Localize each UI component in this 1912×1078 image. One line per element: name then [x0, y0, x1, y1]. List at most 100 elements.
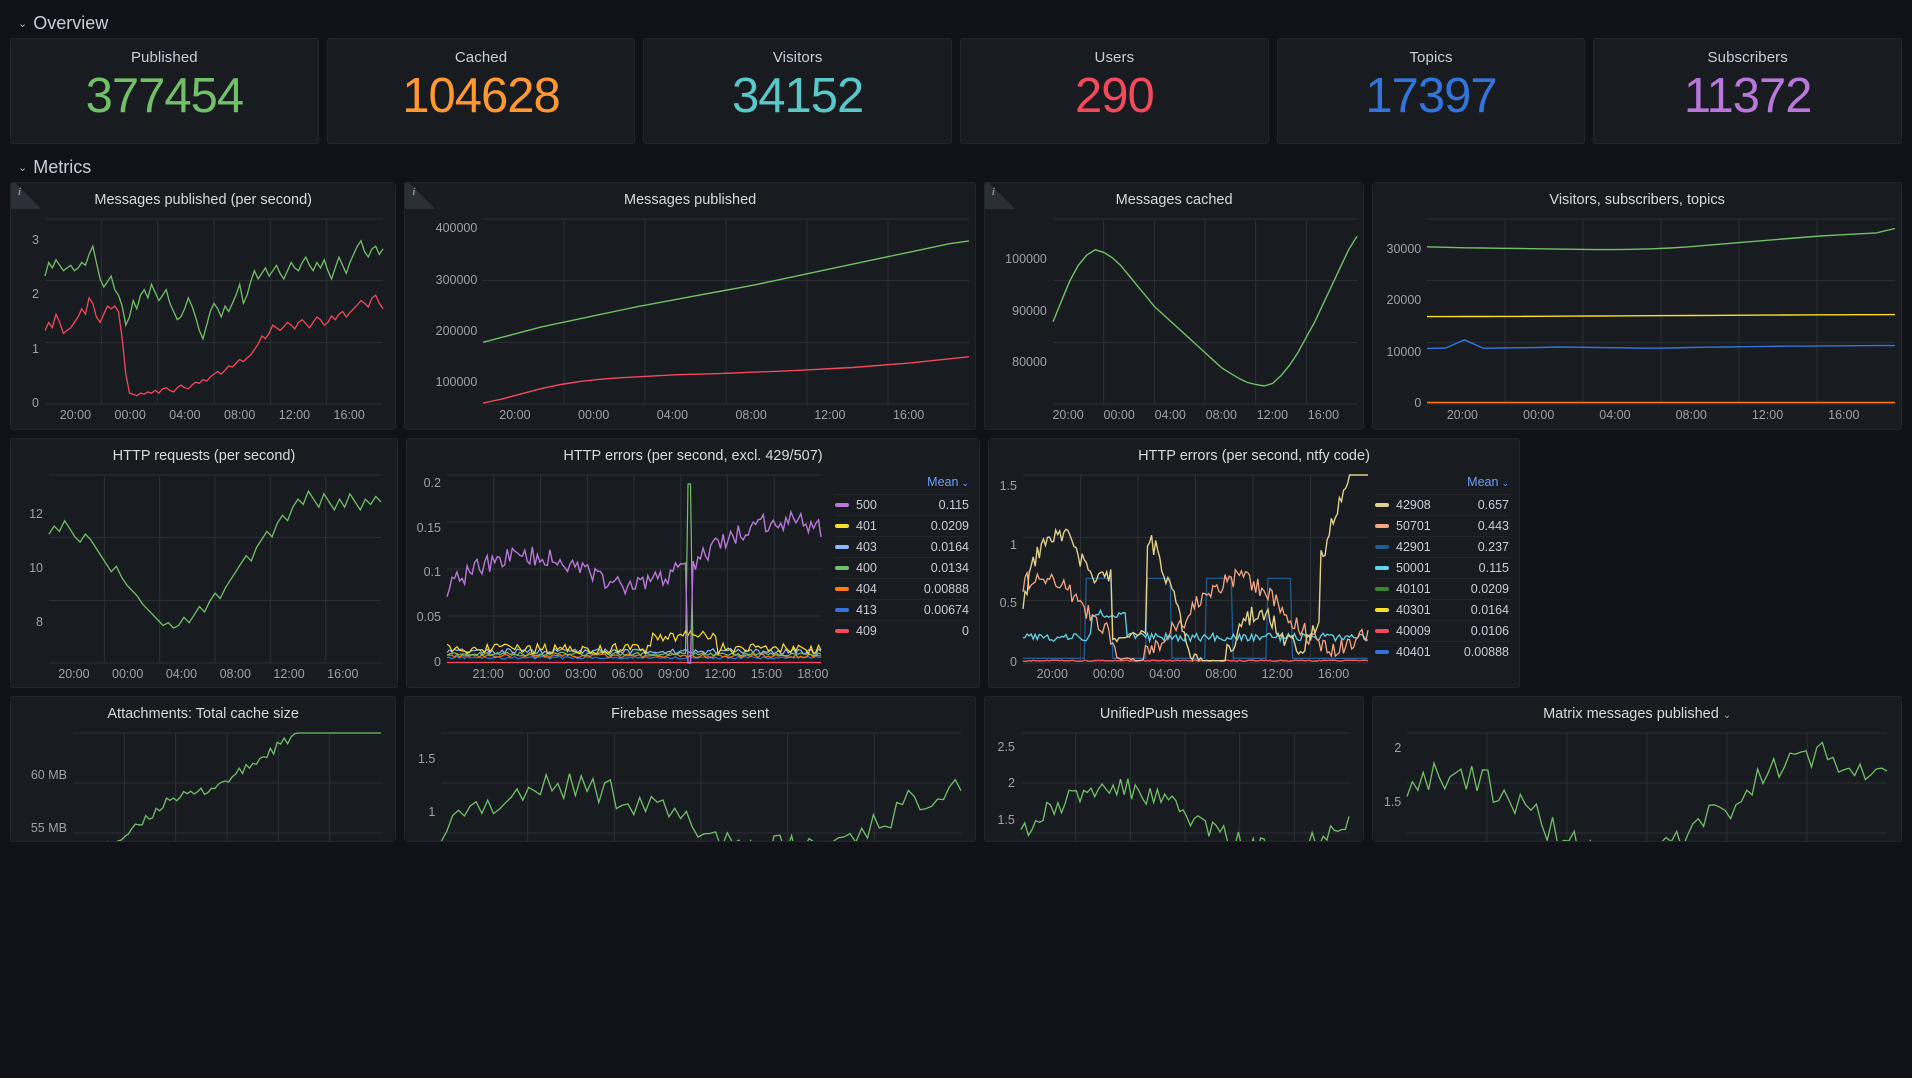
y-tick-label: 1.5 [997, 812, 1015, 827]
chart-svg [44, 218, 384, 405]
legend-table: Mean ⌄ 500 0.115 401 0.0209 403 0.0164 400 0.0134… [829, 469, 979, 687]
legend-color-swatch [1375, 566, 1389, 570]
legend-row[interactable]: 42901 0.237 [1375, 536, 1509, 557]
row-header-overview[interactable]: ⌄ Overview [8, 8, 1904, 38]
y-tick-label: 12 [29, 507, 43, 522]
panel-messages-published[interactable]: i Messages published 400000 300000 200000 100… [404, 182, 976, 430]
panel-http-errors-ntfy[interactable]: HTTP errors (per second, ntfy code) 1.5 1 0… [988, 438, 1520, 688]
stat-panel-topics[interactable]: Topics 17397 [1276, 38, 1586, 144]
x-tick-label: 00:00 [1092, 667, 1125, 681]
legend-color-swatch [1375, 524, 1389, 528]
panel-title: Firebase messages sent [611, 706, 770, 722]
legend-row[interactable]: 500 0.115 [835, 494, 969, 515]
x-tick-label: 08:00 [219, 667, 251, 681]
stat-panel-published[interactable]: Published 377454 [10, 38, 319, 144]
y-tick-label: 1 [32, 341, 39, 356]
stat-panel-users[interactable]: Users 290 [960, 38, 1269, 144]
panel-http-requests[interactable]: HTTP requests (per second) 12 10 8 20:00 00:0… [10, 438, 398, 688]
chart-svg [1406, 732, 1888, 841]
legend-sort-header[interactable]: Mean ⌄ [927, 475, 969, 489]
y-tick-label: 90000 [1012, 303, 1047, 318]
x-tick-label: 09:00 [658, 667, 690, 681]
panel-matrix-messages[interactable]: Matrix messages published⌄ 21.51 [1372, 696, 1902, 842]
y-tick-label: 10000 [1386, 344, 1422, 359]
legend-item[interactable]: Visitors [1391, 428, 1452, 429]
x-tick-label: 00:00 [1523, 408, 1555, 422]
y-tick-label: 2 [1394, 741, 1402, 756]
legend-color-swatch [1375, 503, 1389, 507]
y-tick-label: 100000 [435, 375, 478, 390]
x-tick-label: 04:00 [656, 408, 689, 422]
legend-sort-header[interactable]: Mean ⌄ [1467, 475, 1509, 489]
x-tick-label: 04:00 [1149, 667, 1181, 681]
x-tick-label: 16:00 [1317, 667, 1350, 681]
legend-item[interactable]: Requests per second [29, 687, 167, 688]
panel-messages-cached[interactable]: i Messages cached 100000 90000 80000 20:00 00:… [983, 182, 1365, 430]
info-icon[interactable]: i [405, 183, 440, 209]
plot-area: 400000 300000 200000 100000 20:00 00:00 04:00 0… [405, 213, 975, 426]
legend-color-swatch [835, 545, 849, 549]
row-header-metrics[interactable]: ⌄ Metrics [8, 152, 1904, 182]
x-tick-label: 04:00 [165, 667, 198, 681]
y-tick-label: 20000 [1386, 293, 1422, 308]
legend-item[interactable]: Users [1641, 428, 1694, 429]
x-tick-label: 18:00 [797, 667, 829, 681]
chart-svg [446, 474, 822, 664]
legend-color-swatch [1375, 608, 1389, 612]
stat-panel-subscribers[interactable]: Subscribers 11372 [1593, 38, 1903, 144]
legend-row[interactable]: 40401 0.00888 [1375, 641, 1509, 662]
legend-item[interactable]: Messages in database [1003, 428, 1148, 429]
panel-http-errors-excl[interactable]: HTTP errors (per second, excl. 429/507) 0… [406, 438, 980, 688]
x-tick-label: 00:00 [112, 667, 144, 681]
legend-row[interactable]: 409 0 [835, 620, 969, 641]
x-tick-label: 20:00 [1446, 408, 1478, 422]
chevron-down-icon: ⌄ [961, 478, 969, 488]
x-tick-label: 16:00 [327, 667, 359, 681]
y-tick-label: 400000 [435, 221, 478, 236]
legend-row[interactable]: 50701 0.443 [1375, 515, 1509, 536]
legend-row[interactable]: 40301 0.0164 [1375, 599, 1509, 620]
plot-area: 1.5 1 0.5 0 20:00 00:00 04:00 08:00 12:00 16:00 [989, 469, 1369, 687]
panel-attachments-cache[interactable]: Attachments: Total cache size 60 MB 55 MB [10, 696, 397, 842]
legend-row[interactable]: 401 0.0209 [835, 515, 969, 536]
legend-row[interactable]: 400 0.0134 [835, 557, 969, 578]
stat-title: Visitors [772, 49, 823, 66]
legend-item[interactable]: Topics [1468, 428, 1523, 429]
legend-row[interactable]: 413 0.00674 [835, 599, 969, 620]
y-tick-label: 0 [1010, 655, 1017, 669]
legend-item[interactable]: Successful [423, 428, 503, 429]
info-icon[interactable]: i [984, 183, 1019, 209]
legend-row[interactable]: 403 0.0164 [835, 536, 969, 557]
row-title-overview: Overview [33, 12, 109, 33]
panel-visitors-subscribers-topics[interactable]: Visitors, subscribers, topics 30000 20000 1… [1372, 182, 1902, 430]
x-tick-label: 20:00 [1036, 667, 1068, 681]
legend-item[interactable]: Success [29, 428, 96, 429]
legend-item[interactable]: Failed [112, 428, 166, 429]
x-tick-label: 06:00 [611, 667, 643, 681]
row-title-metrics: Metrics [33, 156, 92, 177]
y-tick-label: 100000 [1005, 252, 1047, 267]
panel-messages-published-rate[interactable]: i Messages published (per second) 3 2 1 0 20:0… [10, 182, 397, 430]
legend-item[interactable]: Subscribers [1539, 428, 1625, 429]
x-tick-label: 12:00 [273, 667, 305, 681]
x-tick-label: 08:00 [1675, 408, 1707, 422]
y-tick-label: 8 [36, 614, 43, 629]
metrics-row-2: HTTP requests (per second) 12 10 8 20:00 00:0… [8, 438, 1904, 688]
legend-row[interactable]: 50001 0.115 [1375, 557, 1509, 578]
x-tick-label: 20:00 [499, 408, 531, 422]
legend-row[interactable]: 40009 0.0106 [1375, 620, 1509, 641]
legend-row[interactable]: 404 0.00888 [835, 578, 969, 599]
stat-panel-cached[interactable]: Cached 104628 [326, 38, 636, 144]
info-icon[interactable]: i [11, 183, 45, 209]
legend-color-swatch [835, 587, 849, 591]
stat-panel-visitors[interactable]: Visitors 34152 [643, 38, 953, 144]
chevron-down-icon: ⌄ [18, 161, 28, 174]
x-tick-label: 12:00 [278, 408, 311, 422]
stat-value: 290 [1074, 69, 1155, 123]
x-tick-label: 04:00 [169, 408, 201, 422]
legend-item[interactable]: Failed [520, 428, 574, 429]
legend-row[interactable]: 42908 0.657 [1375, 494, 1509, 515]
legend-row[interactable]: 40101 0.0209 [1375, 578, 1509, 599]
